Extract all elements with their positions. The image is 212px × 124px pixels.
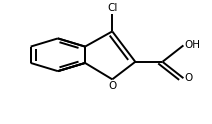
Text: O: O [108, 80, 116, 91]
Text: OH: OH [184, 40, 201, 50]
Text: Cl: Cl [107, 3, 117, 13]
Text: O: O [184, 73, 193, 83]
